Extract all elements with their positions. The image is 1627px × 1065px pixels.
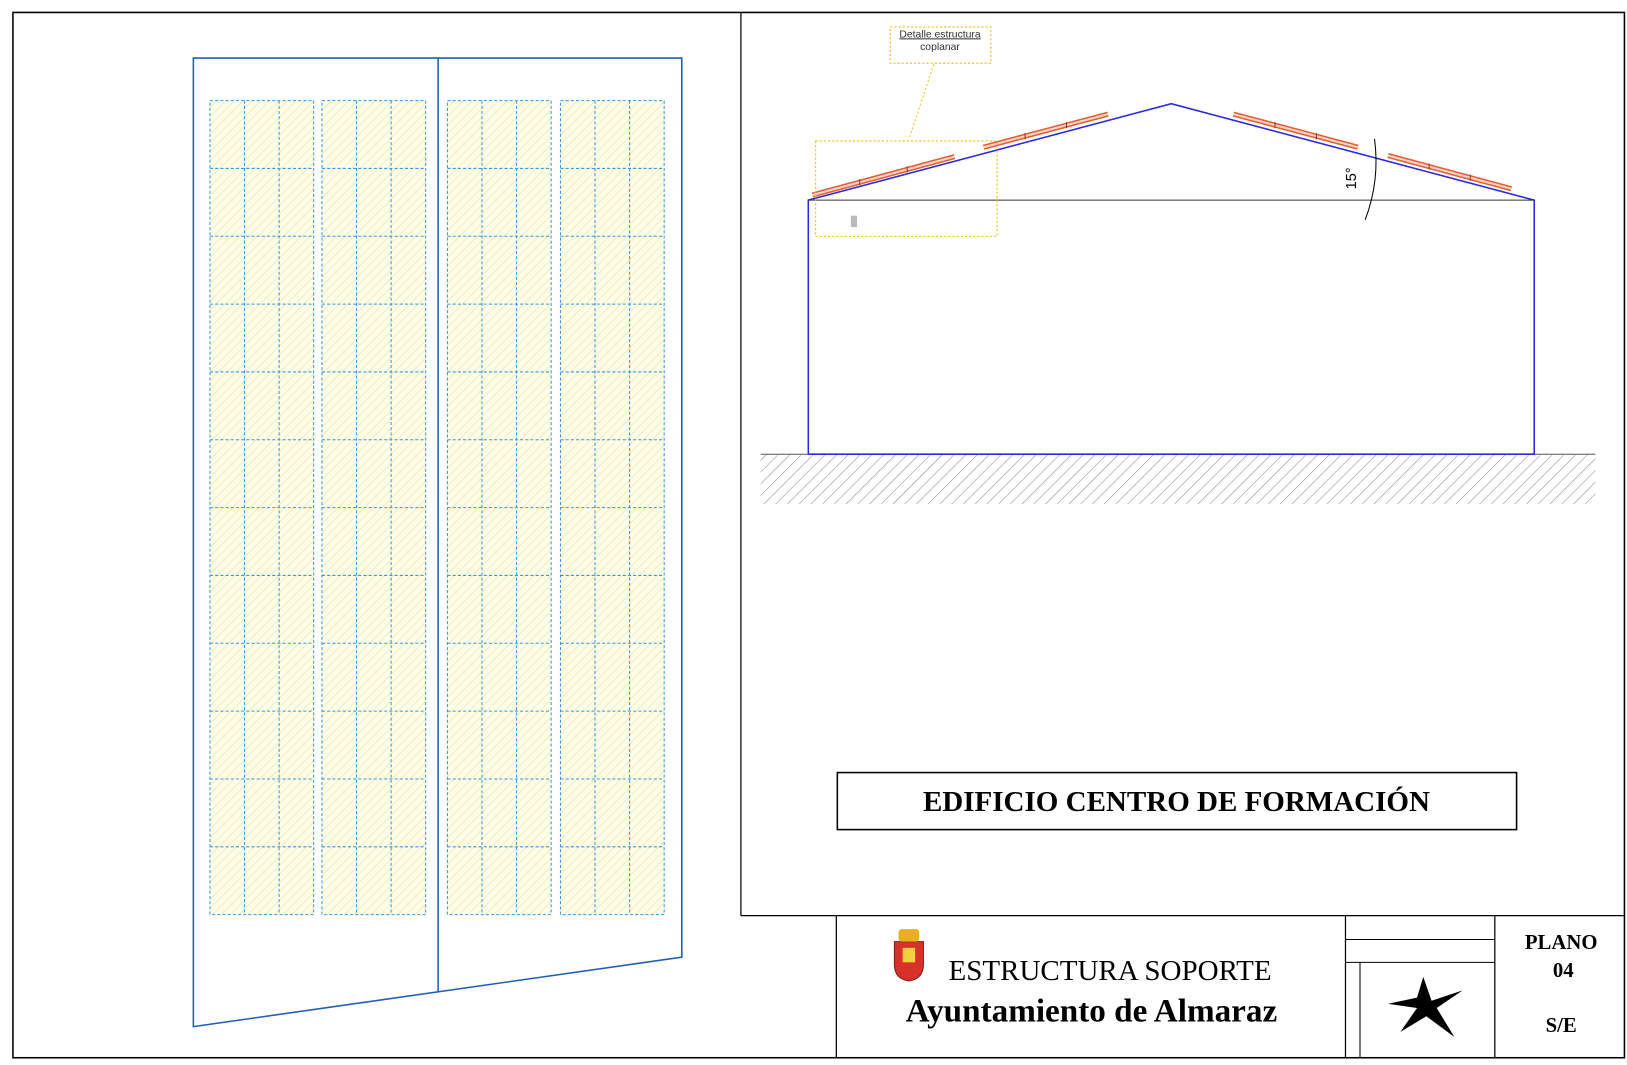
solar-panel-inner	[1233, 113, 1359, 149]
title-box	[836, 771, 1518, 831]
subject: ESTRUCTURA SOPORTE	[949, 955, 1272, 987]
marker	[850, 215, 858, 228]
sheet-border	[12, 11, 1626, 1059]
solar-panel-inner	[983, 113, 1109, 149]
plan-label: PLANO	[1525, 932, 1598, 954]
organization: Ayuntamiento de Almaraz	[906, 992, 1278, 1029]
solar-panel-inner	[1387, 154, 1512, 190]
plan-number: 04	[1553, 960, 1574, 982]
building-title: EDIFICIO CENTRO DE FORMACIÓN	[923, 785, 1430, 818]
roof-outline	[192, 57, 683, 1028]
scale: S/E	[1546, 1015, 1577, 1037]
elevation: Detalle estructura coplanar 15°	[760, 26, 1596, 504]
detail-box	[814, 140, 998, 238]
compass-star	[1387, 976, 1463, 1038]
detail-label: Detalle estructura	[899, 29, 980, 40]
coat-of-arms	[893, 929, 924, 982]
ground-hatch	[760, 455, 1596, 504]
solar-panel-inner	[812, 155, 955, 196]
detail-label: coplanar	[920, 42, 960, 53]
leader-line	[908, 64, 935, 140]
solar-panels	[811, 111, 1513, 198]
detail-label-box	[889, 26, 992, 64]
angle-label: 15°	[1344, 167, 1360, 189]
title-block: ESTRUCTURA SOPORTE Ayuntamiento de Almar…	[835, 915, 1598, 1058]
roof-plan	[192, 57, 683, 1028]
building-outline	[807, 102, 1535, 455]
angle-arc	[1364, 138, 1377, 221]
